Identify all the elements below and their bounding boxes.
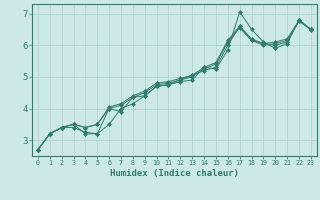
X-axis label: Humidex (Indice chaleur): Humidex (Indice chaleur) (110, 169, 239, 178)
